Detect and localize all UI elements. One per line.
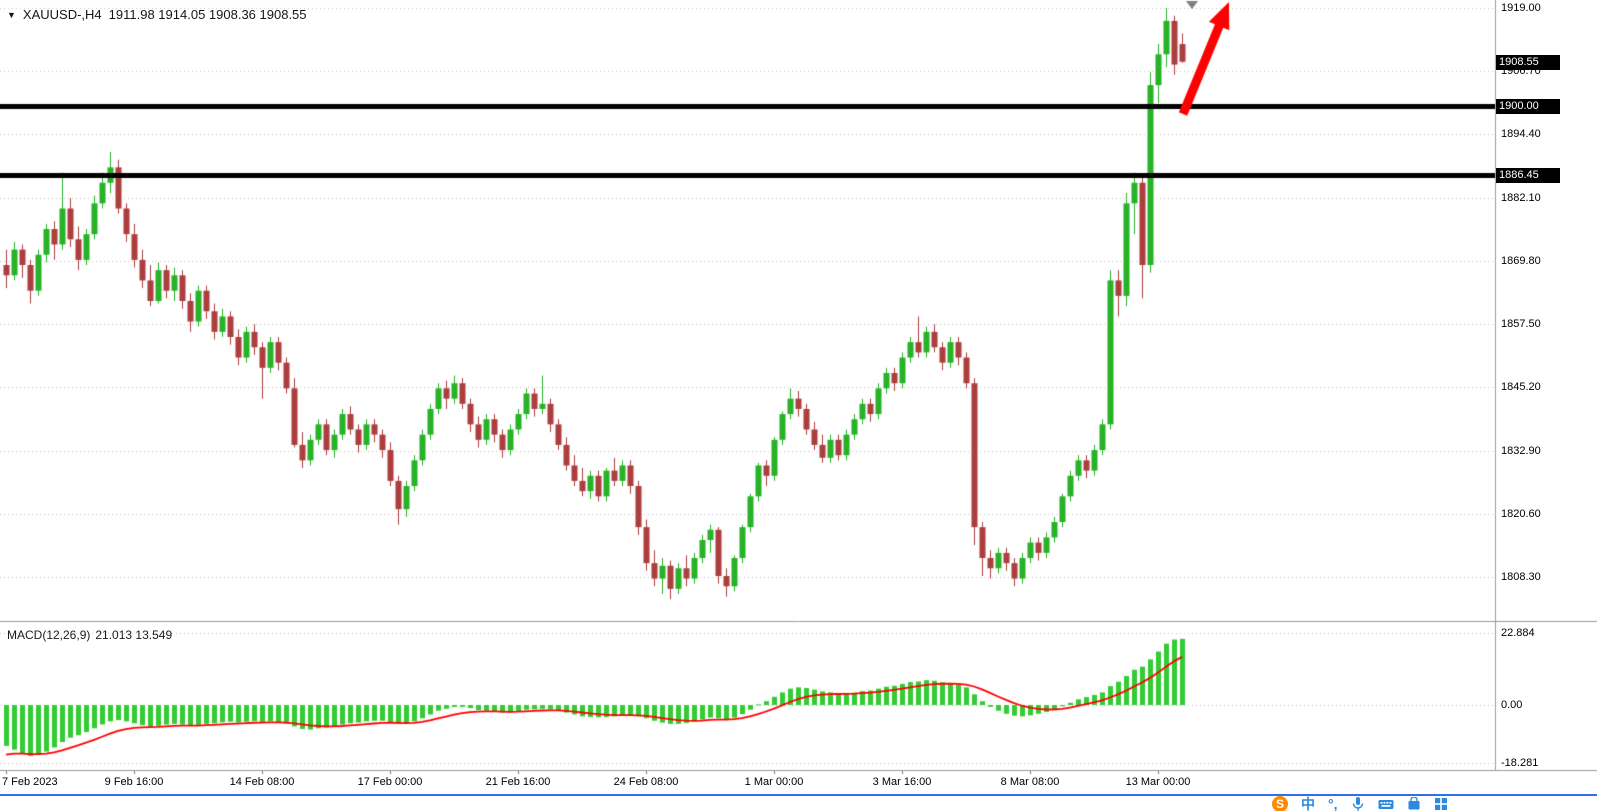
price-axis-tick: 1808.30: [1501, 571, 1541, 583]
price-axis-tick: 1832.90: [1501, 445, 1541, 457]
time-axis-label: 9 Feb 16:00: [104, 776, 164, 788]
time-axis-label: 7 Feb 2023: [2, 776, 58, 788]
time-axis-label: 21 Feb 16:00: [485, 776, 551, 788]
macd-values: 21.013 13.549: [95, 628, 173, 642]
microphone-icon[interactable]: [1351, 796, 1365, 811]
price-axis-tick: 1857.50: [1501, 318, 1541, 330]
chinese-mode-icon[interactable]: 中: [1301, 795, 1315, 811]
price-axis-tick: 1820.60: [1501, 508, 1541, 520]
sogou-logo-icon[interactable]: S: [1272, 795, 1288, 811]
time-axis-label: 13 Mar 00:00: [1125, 776, 1191, 788]
macd-axis-tick: 22.884: [1501, 627, 1535, 639]
price-axis-tick: 1919.00: [1501, 2, 1541, 14]
symbol-timeframe-label: XAUUSD-,H4: [22, 7, 102, 22]
app-grid-icon[interactable]: [1434, 796, 1448, 811]
level-price-tag: 1900.00: [1496, 99, 1560, 114]
macd-indicator-label: MACD(12,26,9) 21.013 13.549: [7, 628, 177, 642]
macd-axis-tick: 0.00: [1501, 699, 1523, 711]
taskbar-top-border: [0, 794, 1597, 796]
time-axis-label: 14 Feb 08:00: [229, 776, 295, 788]
keyboard-icon[interactable]: [1378, 796, 1394, 811]
toolbox-icon[interactable]: [1407, 796, 1421, 811]
time-axis-label: 24 Feb 08:00: [613, 776, 679, 788]
macd-name: MACD(12,26,9): [7, 628, 91, 642]
ohlc-values: 1911.98 1914.05 1908.36 1908.55: [108, 7, 307, 22]
price-axis-tick: 1845.20: [1501, 381, 1541, 393]
time-axis-label: 17 Feb 00:00: [357, 776, 423, 788]
punctuation-icon[interactable]: °,: [1328, 795, 1338, 811]
level-price-tag: 1886.45: [1496, 168, 1560, 183]
time-axis-label: 8 Mar 08:00: [1000, 776, 1060, 788]
taskbar-tray-icons: S 中 °,: [1272, 795, 1448, 811]
symbol-dropdown-icon: ▼: [7, 9, 16, 20]
time-axis-label: 1 Mar 00:00: [744, 776, 804, 788]
price-axis-tick: 1894.40: [1501, 128, 1541, 140]
macd-axis-tick: -18.281: [1501, 757, 1539, 769]
time-axis-label: 3 Mar 16:00: [872, 776, 932, 788]
price-axis-tick: 1882.10: [1501, 192, 1541, 204]
current-price-tag: 1908.55: [1496, 55, 1560, 70]
price-axis-tick: 1869.80: [1501, 255, 1541, 267]
chart-ohlc-header: ▼ XAUUSD-,H4 1911.98 1914.05 1908.36 190…: [7, 7, 307, 22]
